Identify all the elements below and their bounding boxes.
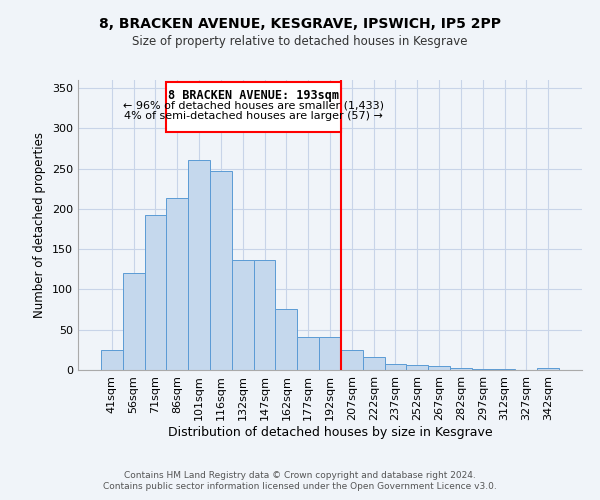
Text: ← 96% of detached houses are smaller (1,433): ← 96% of detached houses are smaller (1,…	[123, 100, 384, 110]
Bar	[188, 160, 210, 370]
Bar	[145, 214, 166, 370]
Y-axis label: Number of detached properties: Number of detached properties	[34, 132, 46, 318]
Bar	[450, 368, 472, 370]
Bar	[472, 369, 494, 370]
X-axis label: Distribution of detached houses by size in Kesgrave: Distribution of detached houses by size …	[167, 426, 493, 438]
Bar	[232, 260, 254, 370]
Text: Contains public sector information licensed under the Open Government Licence v3: Contains public sector information licen…	[103, 482, 497, 491]
Bar	[101, 350, 123, 370]
Bar	[406, 365, 428, 370]
Bar	[319, 337, 341, 370]
Text: 8, BRACKEN AVENUE, KESGRAVE, IPSWICH, IP5 2PP: 8, BRACKEN AVENUE, KESGRAVE, IPSWICH, IP…	[99, 18, 501, 32]
FancyBboxPatch shape	[166, 82, 341, 132]
Bar	[254, 260, 275, 370]
Bar	[363, 357, 385, 370]
Bar	[210, 171, 232, 370]
Text: Contains HM Land Registry data © Crown copyright and database right 2024.: Contains HM Land Registry data © Crown c…	[124, 471, 476, 480]
Text: Size of property relative to detached houses in Kesgrave: Size of property relative to detached ho…	[132, 35, 468, 48]
Bar	[275, 309, 297, 370]
Bar	[166, 198, 188, 370]
Text: 4% of semi-detached houses are larger (57) →: 4% of semi-detached houses are larger (5…	[124, 110, 383, 120]
Bar	[123, 272, 145, 370]
Bar	[385, 364, 406, 370]
Bar	[537, 368, 559, 370]
Bar	[341, 350, 363, 370]
Bar	[494, 369, 515, 370]
Text: 8 BRACKEN AVENUE: 193sqm: 8 BRACKEN AVENUE: 193sqm	[168, 89, 339, 102]
Bar	[428, 366, 450, 370]
Bar	[297, 337, 319, 370]
